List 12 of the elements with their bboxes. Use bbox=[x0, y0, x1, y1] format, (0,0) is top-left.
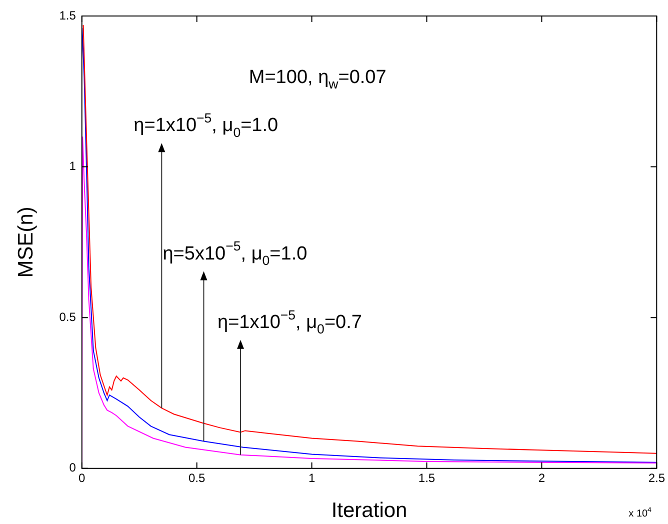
x-tick-label: 1 bbox=[308, 470, 316, 485]
x-tick-label: 2.5 bbox=[648, 470, 666, 485]
y-tick-label: 1 bbox=[69, 159, 76, 174]
x-tick-label: 1.5 bbox=[418, 470, 436, 485]
x-tick-label: 0 bbox=[78, 470, 86, 485]
x-tick-label: 2 bbox=[538, 470, 546, 485]
y-tick-label: 0.5 bbox=[59, 310, 76, 324]
y-axis-title: MSE(n) bbox=[14, 206, 38, 278]
x-axis-title: Iteration bbox=[331, 499, 408, 522]
y-tick-label: 1.5 bbox=[59, 8, 76, 22]
y-tick-label: 0 bbox=[69, 460, 76, 475]
x-tick-label: 0.5 bbox=[188, 470, 206, 485]
